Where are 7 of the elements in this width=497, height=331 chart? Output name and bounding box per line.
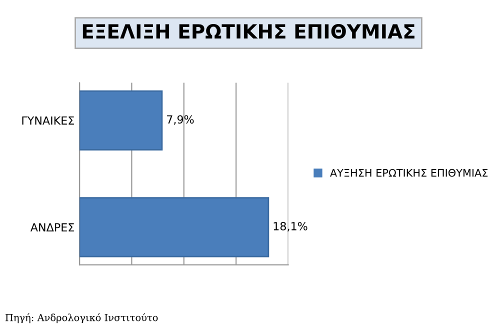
y-tick-label: ΑΝΔΡΕΣ xyxy=(30,223,74,232)
data-label: 7,9% xyxy=(167,115,194,125)
y-tick-label: ΓΥΝΑΙΚΕΣ xyxy=(22,116,74,125)
data-label: 18,1% xyxy=(274,222,308,232)
text: Πηγή: Ανδρολογικό Ινστιτούτο xyxy=(6,313,158,324)
chart-title: ΕΞΕΛΙΞΗ ΕΡΩΤΙΚΗΣ ΕΠΙΘΥΜΙΑΣ xyxy=(82,24,414,39)
legend-label: ΑΥΞΗΣΗ ΕΡΩΤΙΚΗΣ ΕΠΙΘΥΜΙΑΣ xyxy=(330,168,488,177)
